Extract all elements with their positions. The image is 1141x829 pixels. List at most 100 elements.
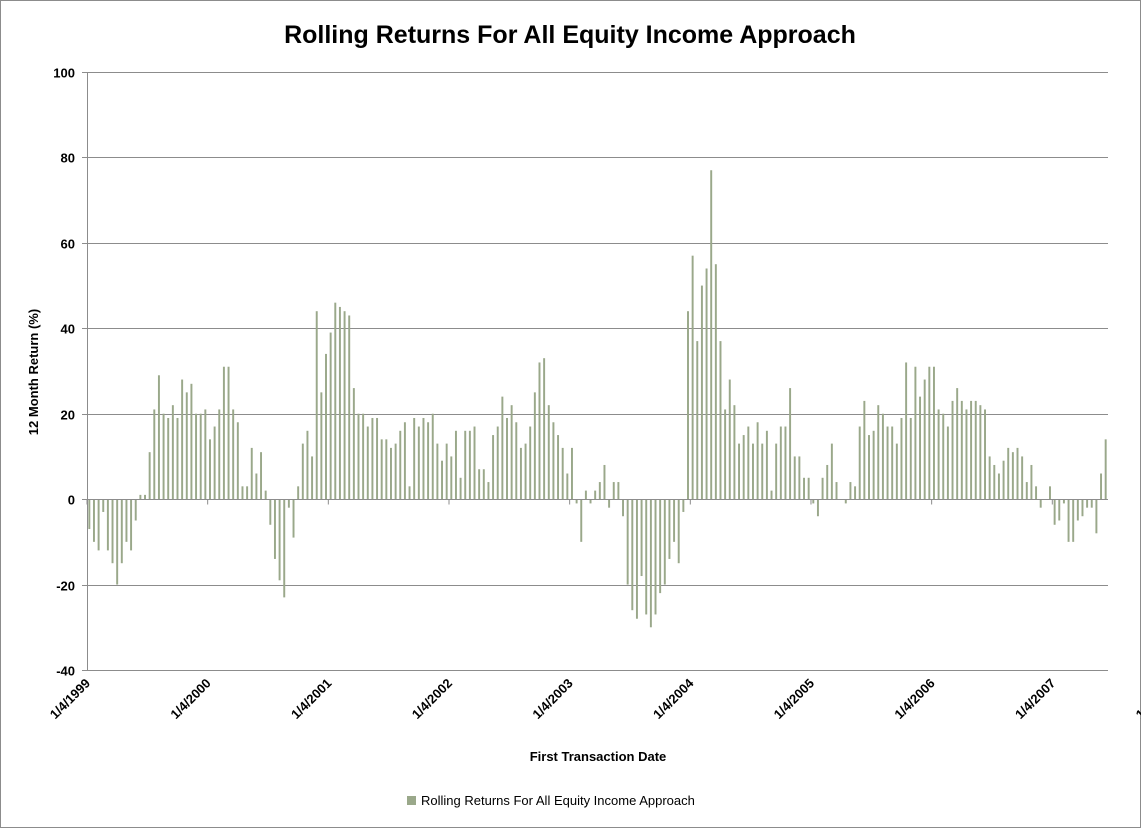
bar <box>482 469 485 500</box>
bar <box>157 375 160 500</box>
bar <box>714 264 717 500</box>
bar <box>960 400 963 500</box>
bar <box>1081 499 1084 517</box>
bar <box>185 392 188 500</box>
bar <box>334 302 337 500</box>
bar <box>589 499 592 504</box>
bar <box>153 409 156 500</box>
x-tick-label: 1/4/2000 <box>167 676 213 722</box>
bar <box>357 413 360 500</box>
bar <box>733 405 736 500</box>
bar <box>92 499 95 542</box>
bar <box>97 499 100 551</box>
bar <box>301 443 304 500</box>
bar <box>176 417 179 500</box>
bar <box>1049 486 1051 500</box>
y-tick-label: 100 <box>53 66 75 81</box>
bar <box>844 499 847 504</box>
bar <box>181 379 184 500</box>
bar <box>510 405 513 500</box>
bar <box>362 413 365 500</box>
bar <box>752 443 754 500</box>
bar <box>997 473 1000 500</box>
bar <box>905 362 908 500</box>
bar <box>278 499 281 581</box>
legend-swatch <box>407 796 416 805</box>
bar <box>765 430 768 500</box>
bar <box>951 400 954 500</box>
bar <box>102 499 105 512</box>
bar <box>849 482 852 500</box>
bar <box>1053 499 1056 525</box>
bar <box>273 499 276 559</box>
bar <box>932 366 935 500</box>
bar <box>441 460 443 500</box>
bar <box>148 452 151 500</box>
bar <box>566 473 569 500</box>
bar <box>1090 499 1093 508</box>
bar <box>162 413 165 500</box>
bar <box>984 409 986 500</box>
bar <box>816 499 819 517</box>
bar <box>1011 452 1014 500</box>
bar <box>227 366 230 500</box>
bar <box>287 499 290 508</box>
bar <box>900 417 903 500</box>
bar <box>1002 460 1005 500</box>
bar <box>478 469 481 500</box>
bar <box>348 315 351 500</box>
bar <box>756 422 759 500</box>
bar <box>710 170 713 500</box>
bar <box>139 494 142 500</box>
x-tick-label: 1/4/2002 <box>409 676 455 722</box>
bar <box>974 400 977 500</box>
bar <box>450 456 453 500</box>
bar <box>1076 499 1079 521</box>
bar <box>626 499 629 585</box>
x-tick-label: 1/4/2007 <box>1012 676 1058 722</box>
bar <box>366 426 369 500</box>
bar <box>171 405 174 500</box>
bar <box>199 413 202 500</box>
bar <box>571 447 573 500</box>
y-tick-label: 80 <box>61 151 75 166</box>
bar <box>659 499 662 594</box>
bar <box>292 499 295 538</box>
x-tick-label: 1/4/2008 <box>1133 676 1141 722</box>
bar <box>338 306 341 500</box>
bar <box>232 409 235 500</box>
bar <box>649 499 652 628</box>
bar <box>380 439 383 500</box>
bar <box>390 447 392 500</box>
legend-label: Rolling Returns For All Equity Income Ap… <box>421 793 695 808</box>
bar <box>195 413 198 500</box>
bar <box>385 439 388 500</box>
bar <box>775 443 778 500</box>
legend: Rolling Returns For All Equity Income Ap… <box>407 793 695 808</box>
bar <box>919 396 922 500</box>
bar <box>793 456 796 500</box>
bar <box>487 482 490 500</box>
bar <box>371 417 374 500</box>
bar <box>436 443 439 500</box>
bar <box>106 499 109 551</box>
bar <box>1021 456 1024 500</box>
bar <box>1039 499 1042 508</box>
bar <box>928 366 931 500</box>
bar <box>747 426 750 500</box>
y-tick-label: 0 <box>68 493 75 508</box>
bar <box>260 452 263 500</box>
bar <box>807 477 810 500</box>
y-tick-labels: -40 -20 0 20 40 60 80 100 <box>53 66 75 679</box>
bar <box>529 426 532 500</box>
bar <box>111 499 114 564</box>
bar <box>1100 473 1103 500</box>
bar <box>863 400 866 500</box>
bar <box>854 486 857 500</box>
bar <box>687 311 689 500</box>
y-tick-label: 40 <box>61 322 75 337</box>
bar <box>515 422 518 500</box>
bar <box>1007 447 1010 500</box>
bar <box>617 482 620 500</box>
